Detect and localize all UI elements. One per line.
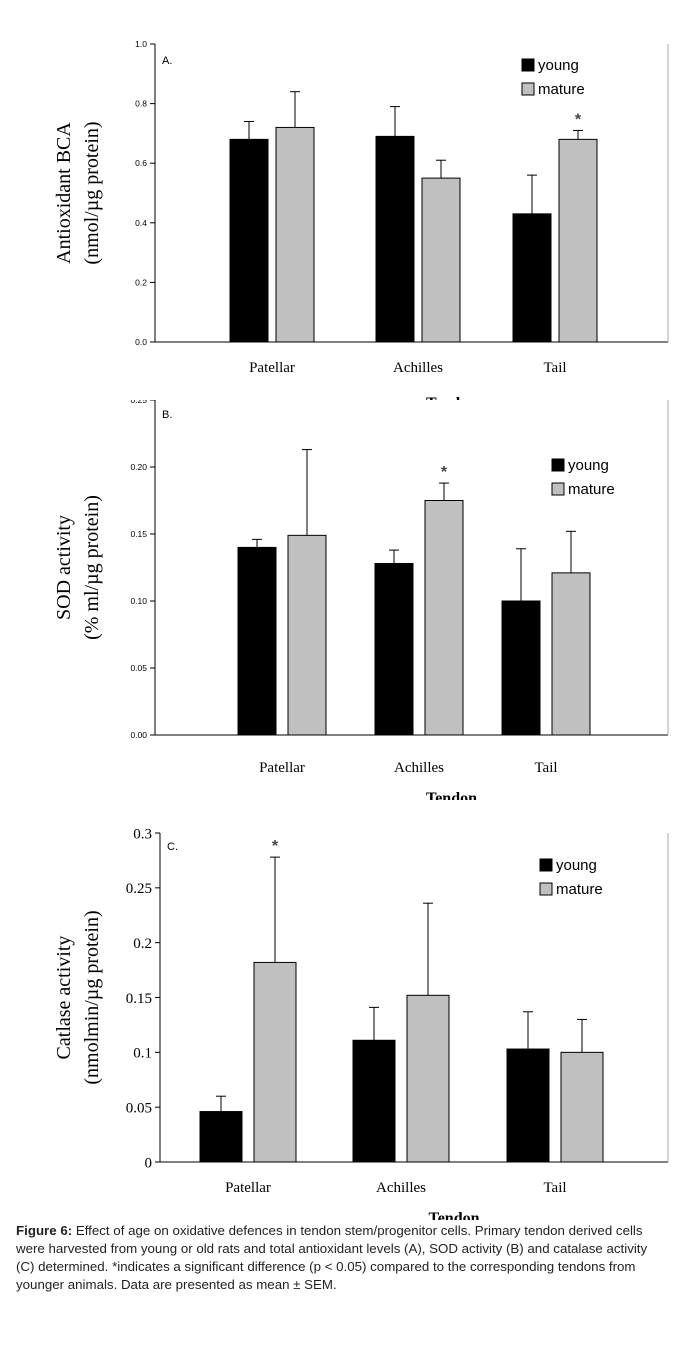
y-tick-label: 0.05 [130,663,147,673]
y-tick-label: 0.3 [133,826,152,842]
x-category-label: Tail [534,760,557,776]
y-axis-title: Antioxidant BCA [53,122,75,264]
panel-a-chart: 0.0 0.2 0.4 0.6 0.8 1.0 A. Patellar Achilles * Tai… [53,39,669,400]
bar-mature-patellar [275,126,315,343]
legend-label-young: young [538,57,579,74]
x-axis-title: Tendon [426,790,477,800]
figure-caption: Figure 6: Effect of age on oxidative def… [16,1222,664,1294]
caption-label: Figure 6: [16,1223,73,1238]
x-category-label: Tail [543,360,566,376]
legend-label-young: young [568,457,609,474]
bar-young-tail [512,213,552,343]
legend-label-mature: mature [538,81,585,98]
legend-label-mature: mature [568,481,615,498]
x-category-label: Achilles [376,1180,426,1196]
x-axis-title: Tendon [426,395,477,400]
y-tick-label: 0.25 [126,881,152,897]
y-tick-label: 0.2 [135,277,147,287]
x-axis-title: Tendon [429,1210,480,1220]
bar-young-achilles [375,135,415,343]
x-category-label: Patellar [259,760,305,776]
significance-marker: * [441,464,448,481]
significance-marker: * [575,111,582,128]
bar-young-patellar [229,138,269,343]
caption-text: Effect of age on oxidative defences in t… [16,1223,648,1292]
bar-young-achilles [352,1039,396,1163]
legend-label-mature: mature [556,881,603,898]
legend-swatch-young [521,58,535,72]
panel-label: B. [162,409,172,421]
x-category-label: Patellar [225,1180,271,1196]
y-axis-title: SOD activity [53,515,75,620]
legend-label-young: young [556,857,597,874]
legend-swatch-mature [521,82,535,96]
bar-mature-tail [560,1051,604,1163]
panel-label: C. [167,841,178,853]
bar-young-tail [506,1048,550,1163]
y-tick-label: 0.10 [130,596,147,606]
x-category-label: Achilles [394,760,444,776]
legend-swatch-young [551,458,565,472]
bar-young-patellar [237,546,277,736]
bar-mature-achilles [406,994,450,1163]
y-tick-label: 0.1 [133,1046,152,1062]
y-axis-title: (nmolmin/µg protein) [81,910,103,1084]
legend-swatch-mature [539,882,553,896]
y-axis-title: (nmol/µg protein) [81,121,103,264]
y-tick-label: 0.15 [126,991,152,1007]
bar-young-achilles [374,562,414,736]
bar-young-tail [501,600,541,736]
bar-mature-tail [558,138,598,343]
bar-mature-patellar [287,534,327,736]
y-tick-label: 1.0 [135,39,147,49]
y-axis-title: Catlase activity [53,936,75,1060]
y-tick-label: 0.20 [130,462,147,472]
y-axis-title: (% ml/µg protein) [81,495,103,640]
y-tick-label: 0.6 [135,158,147,168]
x-category-label: Achilles [393,360,443,376]
panel-b-chart: 0.00 0.05 0.10 0.15 0.20 0.25 B. Patellar * Achil… [53,400,669,800]
bar-mature-patellar [253,961,297,1163]
bar-young-patellar [199,1111,243,1163]
y-tick-label: 0.4 [135,218,147,228]
x-category-label: Tail [543,1180,566,1196]
y-tick-label: 0.05 [126,1100,152,1116]
y-tick-label: 0.25 [130,400,147,405]
y-tick-label: 0.00 [130,730,147,740]
bar-mature-tail [551,572,591,736]
significance-marker: * [272,838,279,855]
bar-mature-achilles [424,500,464,736]
y-tick-label: 0.2 [133,936,152,952]
x-category-label: Patellar [249,360,295,376]
y-tick-label: 0.8 [135,99,147,109]
y-tick-label: 0 [145,1155,153,1171]
legend-swatch-young [539,858,553,872]
bar-mature-achilles [421,177,461,343]
panel-label: A. [162,55,172,67]
y-tick-label: 0.0 [135,337,147,347]
legend-swatch-mature [551,482,565,496]
y-tick-label: 0.15 [130,529,147,539]
panel-c-chart: 0 0.05 0.1 0.15 0.2 0.25 0.3 C. * Patellar Achille… [53,826,669,1220]
